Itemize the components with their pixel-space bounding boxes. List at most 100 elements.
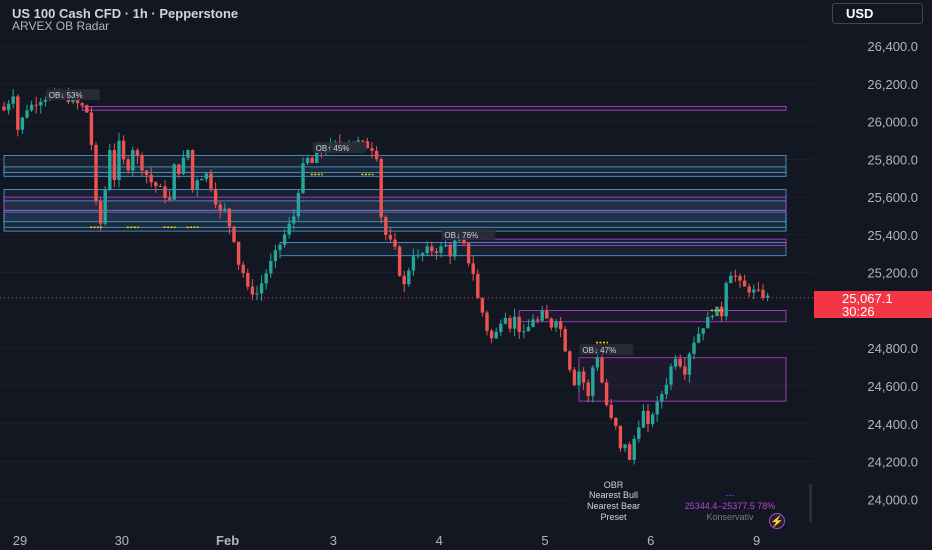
bull-candle [664, 384, 669, 395]
bull-candle [499, 323, 503, 332]
order-blocks [3, 105, 787, 402]
bear-candle [361, 140, 365, 142]
bear-candle [434, 251, 439, 253]
price-axis[interactable]: 24,000.0 24,200.0 24,400.0 24,600.0 24,800.0… [814, 0, 932, 550]
bull-candle [443, 245, 448, 247]
bull-candle [71, 98, 75, 103]
bull-candle [6, 103, 11, 111]
bear-candle [489, 330, 494, 339]
bear-candle [388, 234, 393, 240]
bear-order-block [578, 357, 787, 402]
ob-label-box [45, 89, 100, 101]
bull-candle [25, 110, 29, 118]
bull-candle [315, 152, 319, 163]
bull-candle [706, 317, 710, 329]
bear-candle [365, 141, 370, 149]
price-tick-label: 25,600.0 [867, 190, 918, 205]
bear-candle [618, 425, 623, 449]
bear-candle [158, 186, 163, 188]
ob-labels: OB↓ 53% OB↑ 45% OB↓ 76% OB↓ 47% [45, 89, 634, 356]
bear-candle [112, 149, 117, 180]
indicator-name[interactable]: ARVEX OB Radar [12, 19, 110, 33]
bear-candle [719, 306, 724, 317]
bull-candle [729, 275, 733, 284]
bear-candle [448, 245, 452, 257]
obr-title: OBR [603, 480, 624, 490]
bull-candle [11, 96, 15, 104]
bull-candle [752, 289, 756, 293]
bear-candle [549, 318, 554, 328]
bear-candle [2, 106, 6, 111]
bull-candle [420, 253, 425, 256]
bull-candle [425, 246, 429, 254]
bull-candle [411, 256, 416, 271]
ob-label-box [312, 142, 367, 154]
bull-candle [301, 163, 305, 193]
bear-candle [535, 319, 540, 321]
price-axis-bg [814, 0, 932, 550]
time-tick-label: 4 [436, 533, 443, 548]
bear-candle [163, 186, 167, 198]
grid [0, 45, 814, 500]
obr-key: Preset [600, 512, 627, 522]
bull-candle [264, 273, 268, 284]
obr-title-row: OBR [571, 480, 809, 490]
bull-candle [710, 315, 715, 318]
bear-candle [154, 182, 158, 187]
bear-candle [568, 351, 572, 370]
bull-candle [623, 444, 627, 449]
time-tick-label: 3 [330, 533, 337, 548]
bear-candle [545, 310, 549, 319]
bear-candle [402, 275, 406, 285]
bear-candle [94, 144, 98, 202]
bear-candle [80, 103, 84, 106]
bull-candle [181, 157, 186, 174]
bear-candle [34, 104, 38, 106]
bear-candle [310, 158, 314, 163]
price-tick-label: 24,200.0 [867, 455, 918, 470]
time-axis[interactable]: 29 30 Feb 3 4 5 6 9 [0, 528, 932, 550]
bull-candle [512, 316, 517, 329]
bull-candle [655, 401, 659, 415]
bull-candle [595, 357, 600, 368]
bear-candle [236, 241, 241, 265]
lightning-icon[interactable]: ⚡ [769, 513, 785, 529]
bull-candle [186, 149, 190, 158]
bull-candle [637, 427, 641, 439]
bear-candle [600, 357, 604, 383]
bull-order-block [3, 200, 787, 228]
bear-candle [604, 382, 609, 405]
bull-order-block [3, 155, 787, 177]
bear-candle [149, 174, 153, 183]
bull-candle [296, 192, 301, 217]
bull-candle [356, 140, 360, 142]
bull-candle [591, 367, 595, 397]
ob-label-box [579, 344, 634, 356]
bear-candle [563, 329, 567, 352]
last-price-value: 25,067.1 [842, 291, 893, 306]
obr-key: Nearest Bear [586, 501, 641, 511]
bear-candle [581, 371, 586, 383]
bear-order-block [81, 105, 787, 111]
bull-candle [39, 101, 43, 106]
bull-candle [540, 310, 544, 321]
bear-order-block [445, 238, 787, 246]
bull-candle [522, 331, 526, 333]
bull-order-block [3, 209, 787, 223]
currency-button[interactable]: USD [832, 3, 923, 24]
bear-candle [246, 273, 250, 287]
bear-candle [485, 312, 489, 331]
bull-candle [255, 293, 259, 295]
bull-candle [292, 216, 296, 224]
bull-candle [673, 358, 678, 367]
bear-candle [466, 243, 471, 264]
bear-candle [614, 417, 618, 426]
bear-candle [742, 280, 747, 287]
chart-title: US 100 Cash CFD · 1h · Pepperstone [12, 6, 239, 21]
bear-candle [241, 264, 245, 274]
price-tick-label: 24,800.0 [867, 341, 918, 356]
bull-candle [701, 328, 705, 334]
bear-candle [379, 159, 383, 218]
